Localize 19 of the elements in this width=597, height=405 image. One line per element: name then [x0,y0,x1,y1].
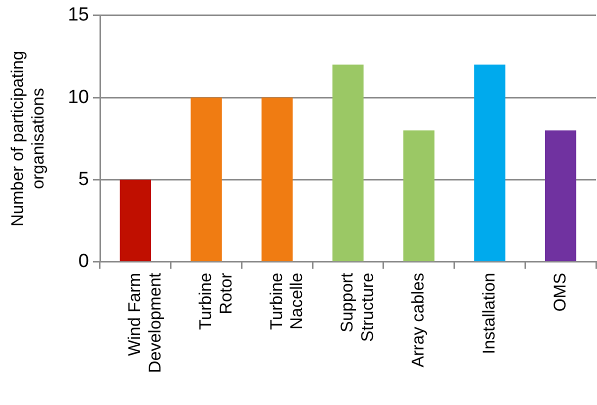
y-tick-label: 5 [78,168,89,190]
bar [120,180,152,262]
bar [332,64,364,262]
bar [544,130,576,262]
y-tick-label: 0 [78,251,89,272]
y-tick-label: 15 [68,4,89,26]
bar [403,130,434,262]
x-tick-label: Turbine Rotor [196,272,236,330]
y-axis-title: Number of participating organisations [8,50,48,226]
x-tick-label: Turbine Nacelle [266,272,306,330]
bar [474,64,506,262]
x-tick-label: Array cables [408,272,428,368]
y-tick-label: 10 [68,86,89,108]
x-tick-label: OMS [550,272,570,312]
bar [262,98,293,262]
x-tick-label: Wind Farm Development [125,272,165,374]
x-tick-label: Installation [479,272,498,354]
bar [190,98,222,262]
x-tick-label: Support Structure [338,272,378,342]
